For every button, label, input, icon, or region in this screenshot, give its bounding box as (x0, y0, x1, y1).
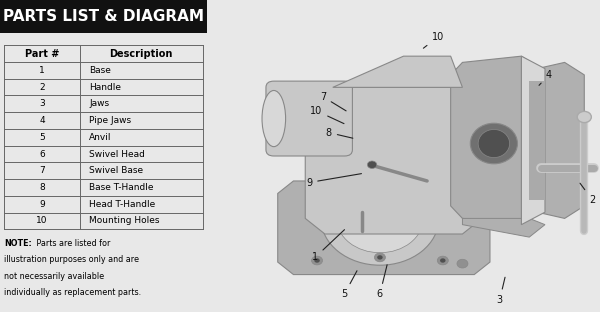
Bar (529, 81, 545, 200)
FancyBboxPatch shape (266, 81, 352, 156)
Polygon shape (463, 218, 545, 237)
Text: 4: 4 (39, 116, 45, 125)
Text: not necessarily available: not necessarily available (4, 272, 104, 281)
Circle shape (367, 161, 377, 168)
Circle shape (440, 258, 446, 263)
Text: 9: 9 (306, 173, 361, 188)
Polygon shape (278, 181, 490, 275)
Text: Handle: Handle (89, 83, 121, 92)
Text: 3: 3 (497, 277, 505, 305)
Ellipse shape (262, 90, 286, 147)
Text: 4: 4 (539, 70, 552, 85)
Text: individually as replacement parts.: individually as replacement parts. (4, 288, 141, 297)
Text: 1: 1 (312, 230, 344, 262)
Text: 7: 7 (39, 166, 45, 175)
Text: NOTE:: NOTE: (4, 239, 32, 248)
Text: PARTS LIST & DIAGRAM: PARTS LIST & DIAGRAM (3, 9, 204, 24)
Polygon shape (521, 56, 545, 225)
Text: Head T-Handle: Head T-Handle (89, 200, 155, 209)
Circle shape (457, 259, 468, 268)
Text: 9: 9 (39, 200, 45, 209)
Circle shape (437, 256, 448, 265)
Text: 8: 8 (39, 183, 45, 192)
Text: Pipe Jaws: Pipe Jaws (89, 116, 131, 125)
Circle shape (577, 111, 592, 123)
Text: Jaws: Jaws (89, 99, 109, 108)
Ellipse shape (470, 123, 517, 164)
Bar (0, 0, 207, 33)
Polygon shape (305, 87, 482, 234)
Text: 5: 5 (39, 133, 45, 142)
Text: illustration purposes only and are: illustration purposes only and are (4, 255, 139, 264)
Text: 10: 10 (36, 217, 47, 226)
Polygon shape (333, 56, 463, 87)
Text: 6: 6 (377, 265, 387, 299)
Text: Base T-Handle: Base T-Handle (89, 183, 154, 192)
Circle shape (337, 184, 423, 253)
Text: 2: 2 (580, 183, 595, 205)
Circle shape (377, 255, 383, 260)
Text: Description: Description (110, 49, 173, 59)
Text: Swivel Base: Swivel Base (89, 166, 143, 175)
Circle shape (311, 256, 323, 265)
Text: 10: 10 (424, 32, 444, 48)
Text: Mounting Holes: Mounting Holes (89, 217, 160, 226)
Polygon shape (537, 62, 584, 218)
Text: Base: Base (89, 66, 111, 75)
Text: Parts are listed for: Parts are listed for (34, 239, 110, 248)
Text: 1: 1 (39, 66, 45, 75)
Text: 2: 2 (39, 83, 45, 92)
Polygon shape (451, 56, 541, 225)
Circle shape (374, 253, 385, 262)
Circle shape (321, 172, 439, 265)
Text: Part #: Part # (25, 49, 59, 59)
Circle shape (314, 258, 320, 263)
Text: 3: 3 (39, 99, 45, 108)
Text: Anvil: Anvil (89, 133, 112, 142)
Text: 6: 6 (39, 149, 45, 158)
Text: 7: 7 (320, 92, 346, 111)
Text: 8: 8 (326, 128, 353, 138)
Ellipse shape (478, 129, 509, 158)
Text: 10: 10 (310, 106, 344, 124)
Text: Swivel Head: Swivel Head (89, 149, 145, 158)
Text: 5: 5 (341, 271, 357, 299)
